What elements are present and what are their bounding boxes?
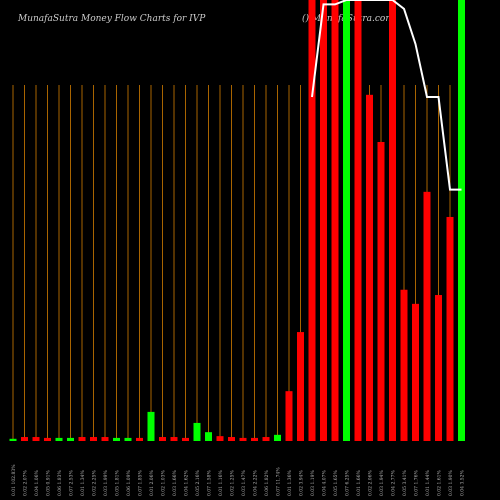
bar — [435, 295, 442, 441]
x-tick-label: 0.02 1.03% — [161, 470, 167, 496]
bar — [308, 0, 316, 441]
chart-title: MunafaSutra Money Flow Charts for IVP — [17, 14, 206, 24]
x-tick-label: 0.05 3.41% — [402, 470, 408, 496]
x-tick-label: 0.04 4.07% — [322, 470, 328, 496]
bar — [21, 437, 28, 441]
bar — [32, 437, 40, 441]
bar — [205, 432, 212, 441]
x-tick-label: 0.01 1.44% — [425, 470, 431, 496]
x-tick-label: 0.02 1.61% — [437, 470, 443, 496]
x-tick-label: 0.05 1.65% — [333, 470, 339, 496]
x-tick-label: 0.07 1.76% — [414, 470, 420, 496]
x-tick-label: 0.01 1.36% — [287, 470, 293, 496]
bar — [9, 438, 17, 441]
bar — [366, 94, 373, 441]
bar — [389, 0, 396, 441]
x-tick-label: 0.03 1.19% — [310, 470, 316, 496]
bar — [124, 437, 132, 441]
bar — [343, 0, 350, 441]
x-tick-label: 0.03 1.99% — [103, 470, 109, 496]
bar — [262, 437, 270, 441]
bar — [101, 437, 109, 441]
x-tick-label: 0.01 1.66% — [356, 470, 362, 496]
x-tick-label: 0.04 1.62% — [184, 470, 190, 496]
bar — [67, 437, 74, 441]
x-tick-label: 0.07 2.53% — [69, 470, 75, 496]
bar — [297, 332, 304, 441]
x-tick-label: 0.01 2.06% — [149, 470, 155, 496]
x-tick-label: 0.07 6.25% — [345, 470, 351, 496]
x-tick-label: 0.01 1.34% — [80, 470, 86, 496]
x-tick-label: 0.02 2.07% — [23, 470, 29, 496]
x-tick-label: 0.06 1.83% — [57, 470, 63, 496]
bar — [113, 437, 120, 441]
x-tick-label: 0.02 2.06% — [368, 470, 374, 496]
x-tick-label: 0.01 102.83% — [11, 464, 17, 496]
x-tick-label: 0.04 1.06% — [34, 470, 40, 496]
bar — [458, 0, 465, 441]
bar — [320, 0, 327, 441]
bar — [285, 391, 293, 441]
x-tick-label: 0.07 11.74% — [276, 467, 282, 496]
flow-line — [311, 0, 462, 191]
bar — [228, 437, 235, 441]
bar — [216, 436, 224, 441]
x-tick-label: 0.03 1.66% — [172, 470, 178, 496]
bar — [400, 289, 408, 441]
x-tick-label: 0.05 0.91% — [46, 470, 52, 496]
x-tick-label: 0.04 3.52% — [460, 470, 466, 496]
x-tick-label: 0.01 1.16% — [218, 470, 224, 496]
bar — [239, 437, 247, 441]
bar — [274, 434, 281, 441]
x-tick-label: 0.03 1.47% — [241, 470, 247, 496]
x-tick-label: 0.07 1.85% — [138, 470, 144, 496]
bar — [251, 437, 258, 441]
bar — [44, 437, 51, 441]
x-tick-label: 0.06 1.09% — [126, 470, 132, 496]
x-tick-label: 0.02 3.94% — [299, 470, 305, 496]
x-tick-label: 0.07 1.58% — [207, 470, 213, 496]
bar — [90, 437, 97, 441]
x-tick-label: 0.05 2.16% — [195, 470, 201, 496]
bar — [78, 437, 86, 441]
x-tick-label: 0.04 2.77% — [391, 470, 397, 496]
bar — [446, 216, 454, 441]
x-tick-label: 0.02 1.25% — [230, 470, 236, 496]
bar — [136, 437, 143, 441]
bar — [147, 411, 155, 441]
bar — [412, 303, 419, 441]
x-tick-label: 0.02 2.25% — [92, 470, 98, 496]
x-tick-label: 0.06 1.82% — [264, 470, 270, 496]
bar — [423, 191, 431, 441]
x-tick-label: 0.03 1.90% — [448, 470, 454, 496]
x-tick-label: 0.03 1.94% — [379, 470, 385, 496]
bar — [193, 422, 201, 441]
bar — [377, 142, 385, 441]
x-tick-label: 0.04 2.22% — [253, 470, 259, 496]
bar — [354, 0, 362, 441]
bar — [159, 437, 166, 441]
bar — [170, 437, 178, 441]
bar — [55, 437, 63, 441]
x-tick-label: 0.05 1.81% — [115, 470, 121, 496]
bar — [331, 0, 339, 441]
bar — [182, 437, 189, 441]
